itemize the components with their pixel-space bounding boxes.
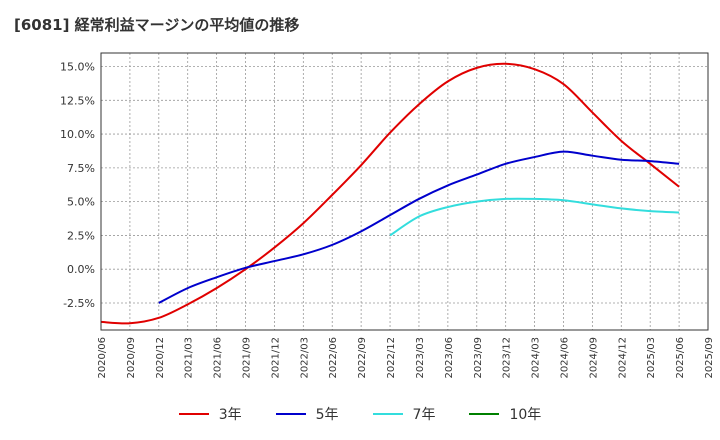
legend-item: 10年 <box>469 404 541 424</box>
y-tick-label: 10.0% <box>60 128 95 141</box>
x-tick-label: 2024/06 <box>559 337 570 379</box>
x-tick-label: 2025/03 <box>646 337 657 379</box>
x-tick-label: 2022/12 <box>386 337 397 379</box>
legend: 3年 5年 7年 10年 <box>0 404 720 424</box>
grid-lines <box>100 53 709 330</box>
x-tick-label: 2024/12 <box>617 337 628 379</box>
x-tick-label: 2024/09 <box>588 337 599 379</box>
y-tick-label: -2.5% <box>63 297 95 310</box>
legend-item: 7年 <box>372 404 436 424</box>
x-tick-label: 2022/09 <box>357 337 368 379</box>
chart-title: [6081] 経常利益マージンの平均値の推移 <box>14 16 300 34</box>
legend-label: 3年 <box>218 407 242 423</box>
legend-swatch <box>275 413 306 415</box>
legend-label: 10年 <box>509 407 542 423</box>
legend-swatch <box>178 413 209 415</box>
y-tick-label: 7.5% <box>67 162 95 175</box>
y-tick-label: 5.0% <box>67 196 95 209</box>
legend-item: 3年 <box>178 404 242 424</box>
x-tick-label: 2022/06 <box>328 337 339 379</box>
x-tick-label: 2025/06 <box>675 337 686 379</box>
series-lines <box>100 62 680 325</box>
x-tick-label: 2021/06 <box>213 337 224 379</box>
x-tick-label: 2025/09 <box>704 337 715 379</box>
x-tick-label: 2021/09 <box>242 337 253 379</box>
y-tick-label: 0.0% <box>67 263 95 276</box>
x-tick-label: 2020/06 <box>97 337 108 379</box>
x-tick-label: 2024/03 <box>531 337 542 379</box>
legend-label: 5年 <box>315 407 339 423</box>
legend-swatch <box>372 413 403 415</box>
x-axis-ticks: 2020/06 2020/09 2020/12 2021/03 2021/06 2021/… <box>97 337 715 379</box>
series-line-1 <box>100 62 680 325</box>
series-line-2 <box>158 150 680 304</box>
x-tick-label: 2022/03 <box>299 337 310 379</box>
legend-item: 5年 <box>275 404 339 424</box>
y-axis-ticks: 15.0% 12.5% 10.0% 7.5% 5.0% 2.5% 0.0% -2.5% <box>60 61 95 310</box>
x-tick-label: 2020/09 <box>126 337 137 379</box>
x-tick-label: 2023/06 <box>444 337 455 379</box>
y-tick-label: 15.0% <box>60 61 95 74</box>
x-tick-label: 2020/12 <box>155 337 166 379</box>
x-tick-label: 2023/12 <box>502 337 513 379</box>
y-tick-label: 2.5% <box>67 229 95 242</box>
series-line-3 <box>389 197 680 237</box>
plot-frame <box>100 52 709 331</box>
x-tick-label: 2021/12 <box>270 337 281 379</box>
x-tick-label: 2021/03 <box>184 337 195 379</box>
x-tick-label: 2023/09 <box>473 337 484 379</box>
y-tick-label: 12.5% <box>60 94 95 107</box>
legend-label: 7年 <box>412 407 436 423</box>
legend-swatch <box>469 413 500 415</box>
x-tick-label: 2023/03 <box>415 337 426 379</box>
